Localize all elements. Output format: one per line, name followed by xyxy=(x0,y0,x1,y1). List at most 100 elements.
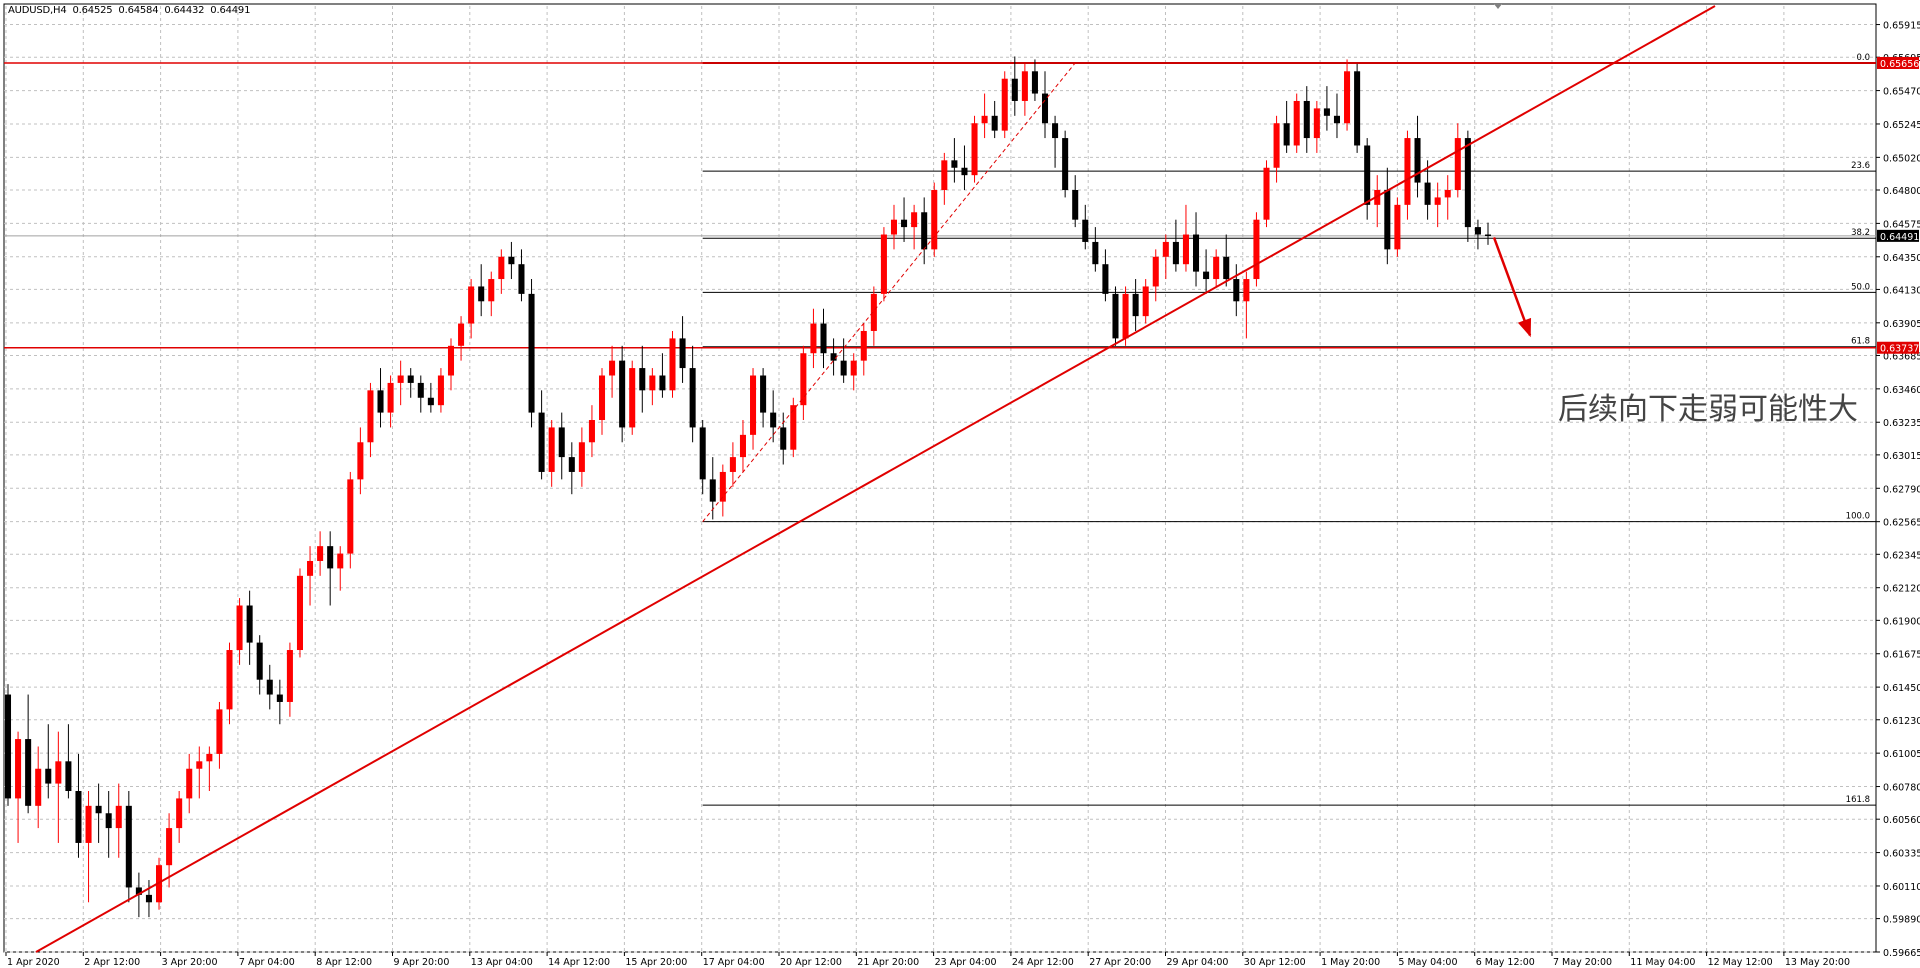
candle-body xyxy=(327,546,334,569)
open-value: 0.64525 xyxy=(72,5,113,16)
candle xyxy=(327,531,334,606)
candle-body xyxy=(176,798,183,829)
candle-body xyxy=(1082,219,1089,242)
candle xyxy=(1293,93,1300,153)
y-tick-label: 0.64130 xyxy=(1883,285,1920,296)
candle xyxy=(1102,249,1109,302)
x-tick-label: 23 Apr 04:00 xyxy=(935,957,997,968)
forecast-annotation: 后续向下走弱可能性大 xyxy=(1558,392,1858,427)
candle-body xyxy=(407,375,414,383)
candle xyxy=(75,753,82,858)
candle xyxy=(166,813,173,888)
x-tick-label: 7 Apr 04:00 xyxy=(239,957,295,968)
candle-body xyxy=(1011,78,1018,101)
candle-body xyxy=(1454,138,1461,191)
candle xyxy=(1152,249,1159,302)
candle-body xyxy=(850,360,857,376)
candle xyxy=(800,345,807,421)
candle xyxy=(1253,212,1260,287)
candle xyxy=(1323,86,1330,131)
candle-body xyxy=(1354,71,1361,146)
candle xyxy=(991,100,998,139)
candle-body xyxy=(1464,138,1471,228)
candle-body xyxy=(367,390,374,443)
candle xyxy=(1052,115,1059,168)
candle xyxy=(830,338,837,376)
candle-body xyxy=(1031,71,1038,94)
candle-body xyxy=(417,382,424,398)
candle xyxy=(1031,59,1038,101)
candle-body xyxy=(548,427,555,472)
projection-arrow-line xyxy=(1492,237,1532,336)
candle xyxy=(85,790,92,903)
candle-body xyxy=(1182,234,1189,265)
candle-body xyxy=(860,330,867,361)
y-tick-label: 0.63460 xyxy=(1883,385,1920,396)
candle xyxy=(548,420,555,487)
fib-level-label: 61.8 xyxy=(1851,337,1870,347)
candle-body xyxy=(890,219,898,235)
candle-body xyxy=(1052,123,1059,139)
candle-body xyxy=(961,167,968,176)
candle-body xyxy=(760,375,767,413)
x-tick-label: 7 May 20:00 xyxy=(1553,957,1612,968)
x-tick-label: 1 Apr 2020 xyxy=(7,957,60,968)
candle xyxy=(196,746,203,799)
candle-body xyxy=(1484,234,1492,237)
candle xyxy=(1203,249,1210,294)
candle-body xyxy=(508,256,515,265)
candle xyxy=(1193,212,1200,287)
y-tick-label: 0.62790 xyxy=(1883,484,1920,495)
candle-body xyxy=(1424,182,1431,205)
candle-body xyxy=(679,338,686,369)
candle-body xyxy=(699,427,706,480)
candle-body xyxy=(1293,100,1300,146)
candle-body xyxy=(1112,293,1119,339)
candle-body xyxy=(1263,167,1270,220)
high-value: 0.64584 xyxy=(118,5,159,16)
candle-body xyxy=(166,828,173,866)
candle xyxy=(961,145,968,191)
candle-body xyxy=(639,368,646,391)
candle xyxy=(1344,59,1351,131)
candle xyxy=(810,308,817,369)
candle xyxy=(729,442,736,487)
candle-body xyxy=(1162,241,1169,257)
candle-body xyxy=(135,887,142,895)
candle-body xyxy=(1474,227,1481,235)
candle-body xyxy=(347,479,354,554)
symbol-info: AUDUSD,H4 0.64525 0.64584 0.64432 0.6449… xyxy=(8,5,253,16)
candle-body xyxy=(266,679,273,695)
candle xyxy=(1424,160,1431,220)
candle xyxy=(367,382,374,458)
candle xyxy=(1384,167,1391,265)
candle xyxy=(558,412,565,480)
candle xyxy=(407,368,414,398)
candle xyxy=(699,420,706,495)
candle xyxy=(578,427,585,487)
candle xyxy=(488,271,495,317)
candle-body xyxy=(578,442,585,472)
candle xyxy=(709,457,716,520)
candle xyxy=(820,308,827,369)
candle xyxy=(890,204,898,250)
candle-body xyxy=(1323,108,1330,116)
candle xyxy=(760,368,767,428)
candle-body xyxy=(246,605,253,643)
candle xyxy=(417,375,424,413)
price-levels: 0.0 23.6 38.2 50.0 61.8 100.0 161.8 xyxy=(4,53,1876,806)
candle-body xyxy=(568,457,575,472)
candle-body xyxy=(1414,138,1421,183)
candle-body xyxy=(629,368,636,428)
candle-body xyxy=(1233,279,1240,302)
candle xyxy=(1062,130,1069,198)
candle xyxy=(1072,175,1079,228)
candle-body xyxy=(800,353,807,406)
candle-body xyxy=(901,219,908,228)
x-tick-label: 21 Apr 20:00 xyxy=(857,957,919,968)
candle xyxy=(286,642,293,717)
x-tick-label: 15 Apr 20:00 xyxy=(625,957,687,968)
candle-body xyxy=(256,642,263,680)
